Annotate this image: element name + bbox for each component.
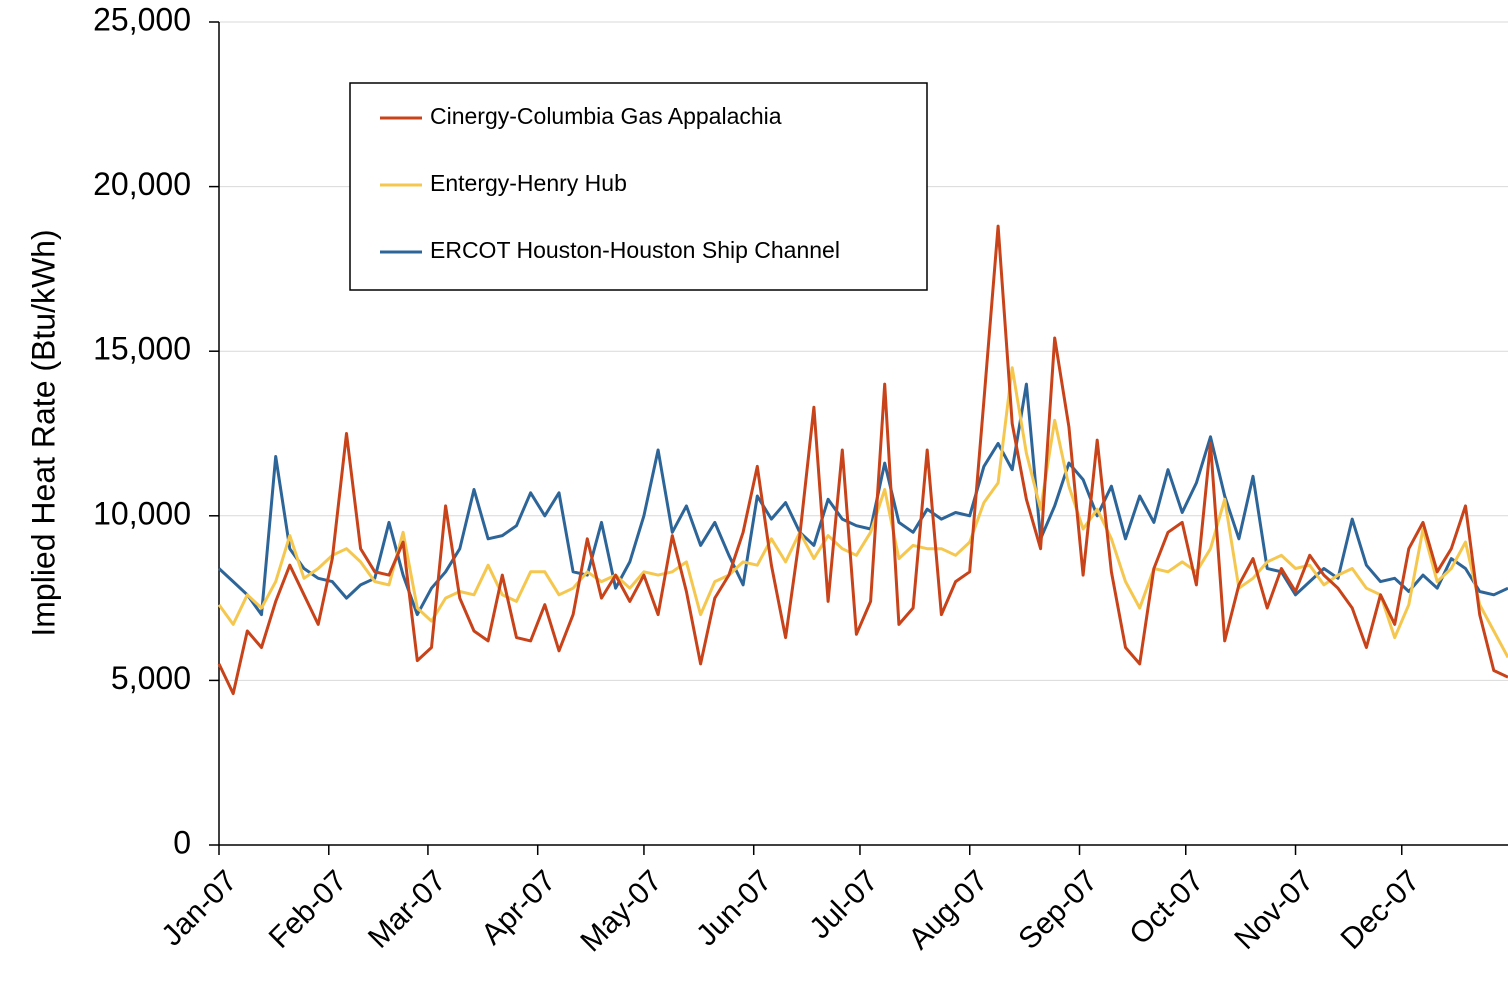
x-tick-label: Dec-07 — [1335, 864, 1427, 956]
legend-label: Cinergy-Columbia Gas Appalachia — [430, 103, 782, 129]
x-tick-label: Jan-07 — [155, 864, 243, 952]
legend-label: Entergy-Henry Hub — [430, 170, 627, 196]
x-tick-label: Feb-07 — [263, 864, 354, 955]
series-line — [217, 382, 1508, 617]
x-tick-label: Apr-07 — [475, 864, 562, 951]
y-tick-label: 0 — [173, 824, 191, 860]
x-tick-label: May-07 — [574, 864, 668, 958]
x-tick-label: Oct-07 — [1123, 864, 1210, 951]
legend-label: ERCOT Houston-Houston Ship Channel — [430, 237, 840, 263]
x-tick-label: Jun-07 — [690, 864, 778, 952]
y-tick-label: 20,000 — [93, 166, 191, 202]
series-line — [217, 224, 1508, 696]
legend-box — [349, 82, 928, 291]
x-tick-label: Aug-07 — [903, 864, 995, 956]
legend: Cinergy-Columbia Gas Appalachia Entergy-H… — [349, 82, 928, 291]
x-tick-label: Nov-07 — [1228, 864, 1320, 956]
y-tick-label: 5,000 — [111, 660, 191, 696]
x-tick-label: Jul-07 — [803, 864, 884, 945]
x-tick-label: Mar-07 — [362, 864, 453, 955]
y-axis-title: Implied Heat Rate (Btu/kWh) — [25, 229, 61, 636]
y-tick-label: 10,000 — [93, 495, 191, 531]
y-tick-label: 15,000 — [93, 331, 191, 367]
x-tick-label: Sep-07 — [1012, 864, 1104, 956]
y-tick-label: 25,000 — [93, 1, 191, 37]
